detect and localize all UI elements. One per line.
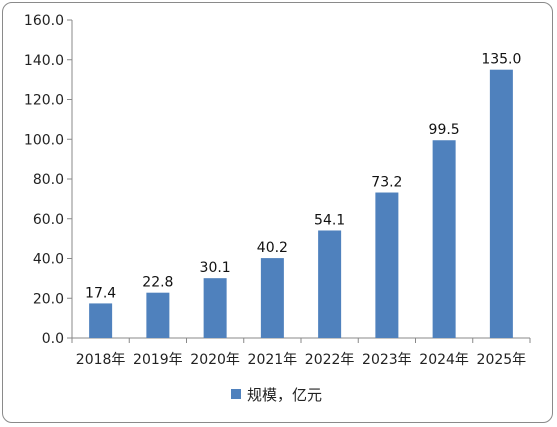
x-tick-label: 2019年 — [133, 352, 183, 368]
y-tick-label: 120.0 — [24, 93, 64, 109]
y-tick-label: 20.0 — [33, 291, 64, 307]
data-label: 17.4 — [85, 285, 116, 301]
data-label: 30.1 — [200, 260, 231, 276]
x-tick-label: 2018年 — [76, 352, 126, 368]
y-tick-label: 80.0 — [33, 172, 64, 188]
bars — [89, 69, 513, 338]
y-tick-label: 140.0 — [24, 53, 64, 69]
x-tick-label: 2023年 — [362, 352, 412, 368]
y-tick-label: 40.0 — [33, 252, 64, 268]
chart-frame — [2, 2, 553, 423]
data-label: 73.2 — [371, 175, 402, 191]
legend-label: 规模，亿元 — [247, 386, 322, 404]
x-tick-label: 2025年 — [477, 352, 527, 368]
bar — [318, 230, 342, 338]
bar — [146, 292, 170, 338]
data-label: 135.0 — [481, 52, 521, 68]
x-tick-label: 2024年 — [419, 352, 469, 368]
y-tick-label: 60.0 — [33, 212, 64, 228]
legend: 规模，亿元 — [231, 386, 322, 404]
x-tick-label: 2022年 — [305, 352, 355, 368]
bar — [203, 278, 227, 338]
data-label: 40.2 — [257, 240, 288, 256]
bar — [489, 69, 513, 338]
data-label: 22.8 — [142, 275, 173, 291]
data-label: 54.1 — [314, 212, 345, 228]
bar — [260, 258, 284, 338]
data-label: 99.5 — [429, 122, 460, 138]
legend-swatch — [231, 389, 241, 399]
x-tick-label: 2021年 — [248, 352, 298, 368]
bar — [375, 192, 399, 338]
data-labels: 17.4 22.8 30.1 40.2 54.1 73.2 99.5 135.0 — [85, 52, 521, 302]
x-tick-label: 2020年 — [190, 352, 240, 368]
y-tick-label: 160.0 — [24, 13, 64, 29]
y-tick-label: 100.0 — [24, 132, 64, 148]
y-tick-label: 0.0 — [42, 331, 64, 347]
bar — [432, 140, 456, 338]
axes: 0.0 20.0 40.0 60.0 80.0 100.0 120.0 140.0 160.0 2… — [24, 13, 531, 368]
bar — [89, 303, 113, 338]
